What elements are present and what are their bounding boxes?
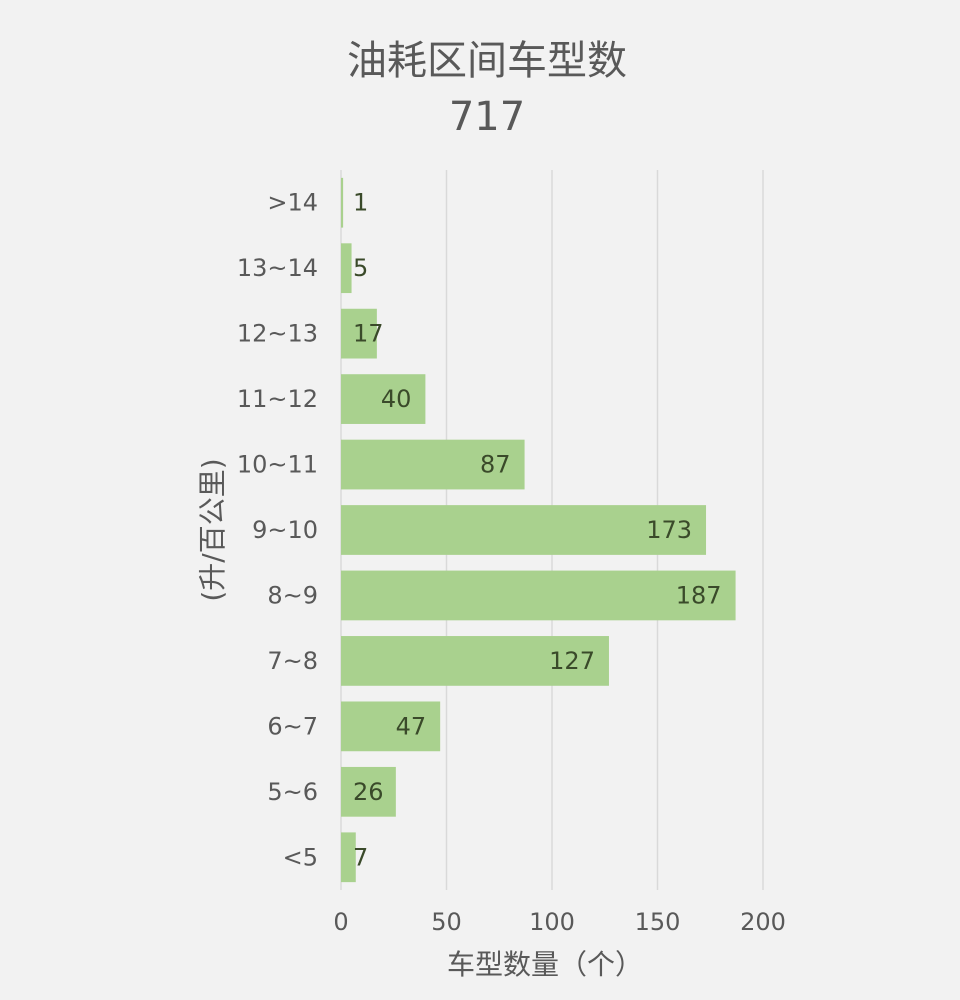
x-tick-label: 100 [529, 908, 575, 936]
x-axis-title: 车型数量（个） [447, 948, 643, 981]
bar-10 [341, 832, 356, 883]
bar-5 [341, 505, 707, 555]
category-label: >14 [267, 189, 318, 217]
x-tick-label: 150 [635, 908, 681, 936]
bar-7 [341, 636, 609, 686]
bar-9 [341, 766, 396, 817]
chart-subtitle: 717 [449, 94, 525, 140]
data-label: 17 [353, 320, 384, 348]
data-label: 47 [396, 712, 427, 740]
category-label: 11~12 [237, 385, 318, 413]
x-tick-label: 0 [333, 908, 348, 936]
category-label: 8~9 [267, 581, 318, 609]
category-label: 10~11 [237, 451, 318, 479]
bar-8 [341, 701, 441, 752]
category-label: 9~10 [252, 516, 318, 544]
category-label: 12~13 [237, 320, 318, 348]
data-label: 187 [676, 581, 722, 609]
bar-6 [341, 570, 736, 621]
bar-0 [341, 177, 344, 228]
data-label: 1 [353, 189, 368, 217]
chart-title: 油耗区间车型数 [347, 38, 627, 84]
data-label: 40 [381, 385, 412, 413]
bar-4 [341, 439, 525, 490]
category-label: 7~8 [267, 647, 318, 675]
data-label: 127 [549, 647, 595, 675]
category-label: 13~14 [237, 254, 318, 282]
x-tick-labels: 0 50 100 150 200 [333, 908, 786, 936]
y-axis-title: (升/百公里) [196, 458, 229, 601]
category-label: 6~7 [267, 712, 318, 740]
bar-1 [341, 243, 352, 294]
data-label: 5 [353, 254, 368, 282]
data-label: 87 [480, 451, 511, 479]
data-label: 7 [353, 843, 368, 871]
data-labels: 1 5 17 40 87 173 187 127 47 26 7 [353, 189, 722, 872]
category-label: <5 [283, 843, 318, 871]
x-tick-label: 50 [431, 908, 462, 936]
bar-3 [341, 374, 426, 424]
x-tick-label: 200 [740, 908, 786, 936]
category-label: 5~6 [267, 778, 318, 806]
data-label: 173 [646, 516, 692, 544]
bars [341, 177, 736, 883]
data-label: 26 [353, 778, 384, 806]
bar-2 [341, 308, 377, 359]
category-labels: >14 13~14 12~13 11~12 10~11 9~10 8~9 7~8 6~7 5~6 <… [237, 189, 318, 872]
